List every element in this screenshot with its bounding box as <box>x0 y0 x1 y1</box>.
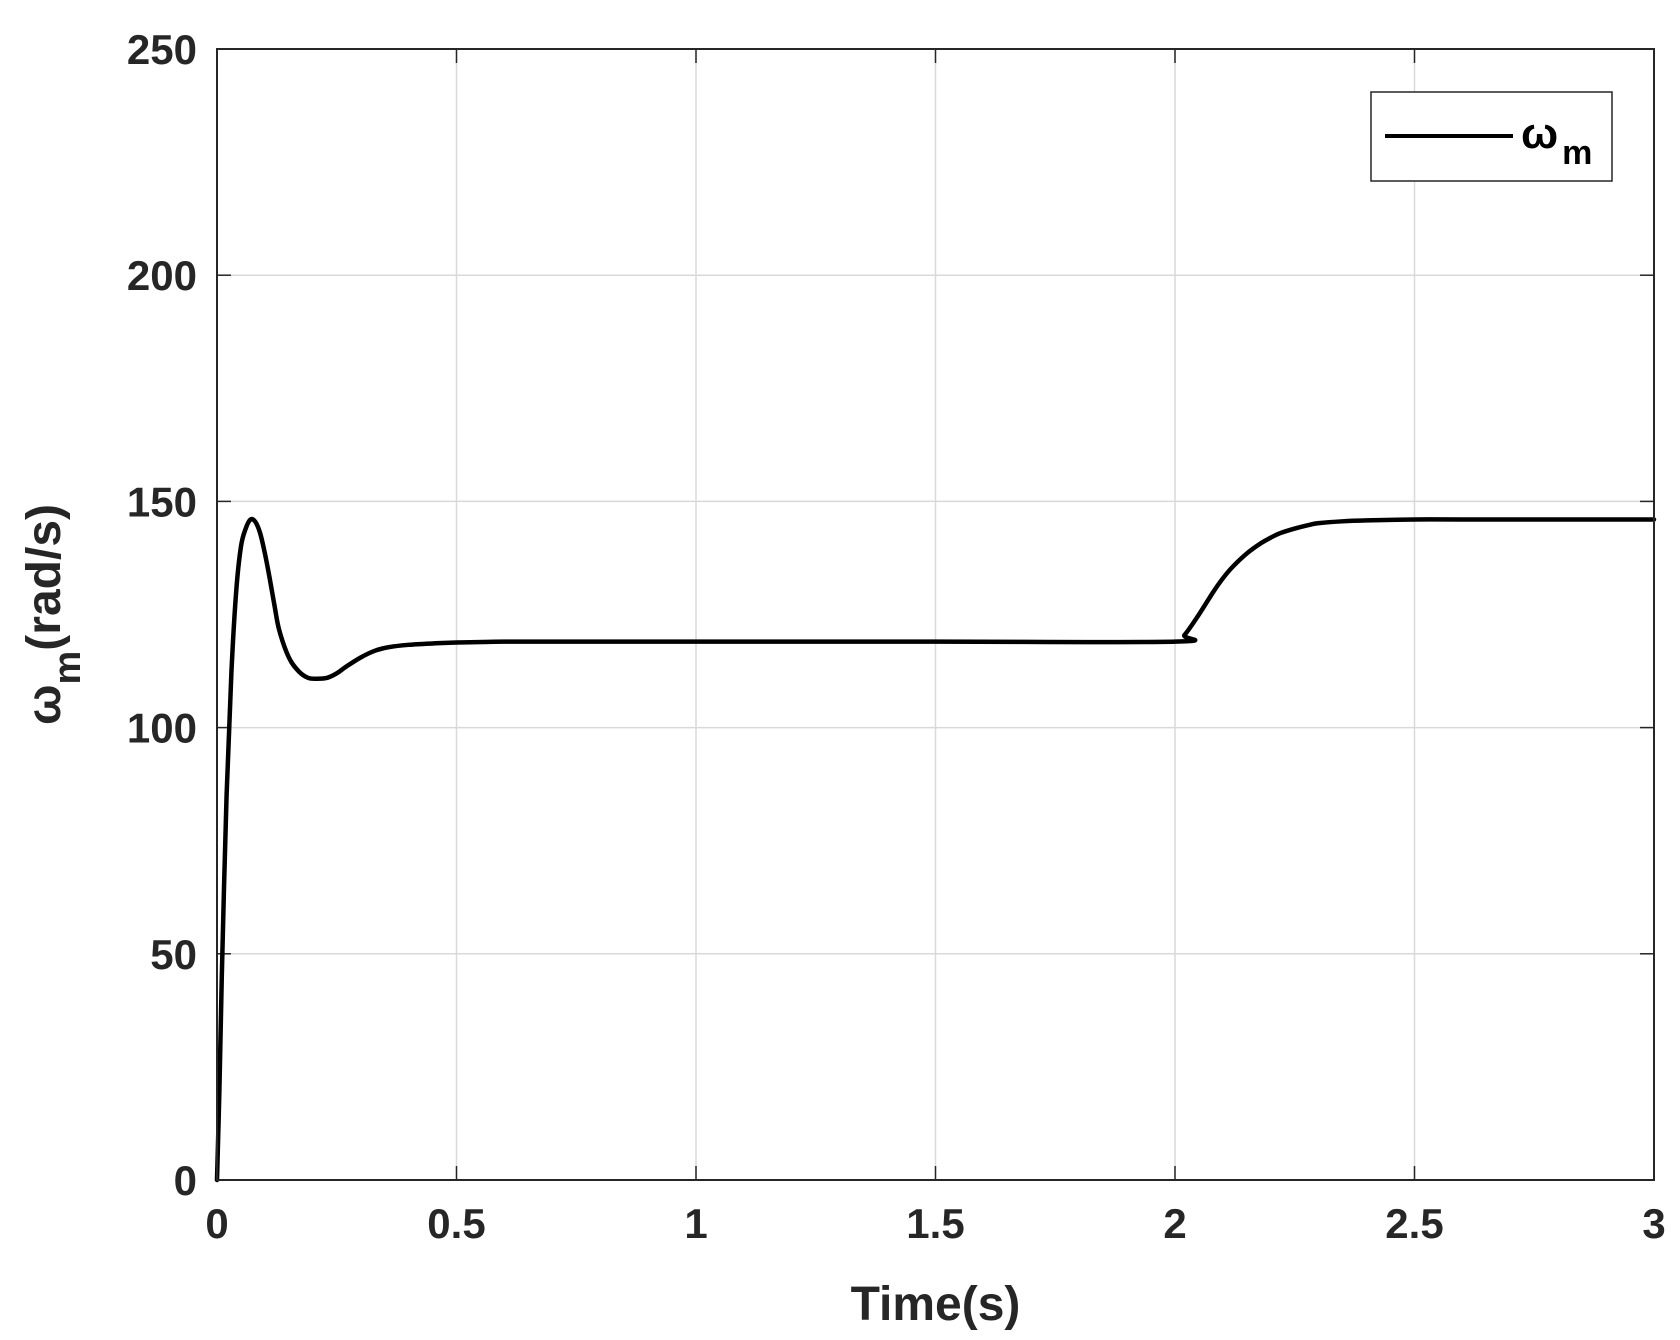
plot-frame <box>216 48 1655 1181</box>
y-axis-label-base: ω <box>18 684 71 725</box>
y-axis-label-sub: m <box>47 651 89 685</box>
y-axis-label-rest: (rad/s) <box>18 504 71 651</box>
y-tick-label: 100 <box>127 705 197 752</box>
series-group <box>214 516 1657 1183</box>
y-tick-label: 0 <box>174 1157 197 1204</box>
x-tick-label: 3 <box>1642 1200 1665 1247</box>
x-tick-label: 0 <box>205 1200 228 1247</box>
y-axis-label: ωm(rad/s) <box>18 504 89 725</box>
y-tick-labels: 0 50 100 150 200 250 <box>127 26 197 1204</box>
y-tick-label: 250 <box>127 26 197 73</box>
x-tick-label: 0.5 <box>427 1200 485 1247</box>
legend-label-base: ω <box>1521 109 1558 158</box>
y-tick-label: 200 <box>127 252 197 299</box>
x-tick-labels: 0 0.5 1 1.5 2 2.5 3 <box>205 1200 1665 1247</box>
x-tick-label: 1 <box>684 1200 707 1247</box>
series-line-omega-m <box>214 516 1657 1183</box>
y-tick-label: 150 <box>127 478 197 525</box>
y-tick-label: 50 <box>150 931 197 978</box>
x-axis-label: Time(s) <box>851 1278 1021 1331</box>
x-tick-label: 2 <box>1163 1200 1186 1247</box>
x-tick-label: 1.5 <box>906 1200 964 1247</box>
legend-label-sub: m <box>1562 134 1592 172</box>
x-tick-label: 2.5 <box>1385 1200 1443 1247</box>
